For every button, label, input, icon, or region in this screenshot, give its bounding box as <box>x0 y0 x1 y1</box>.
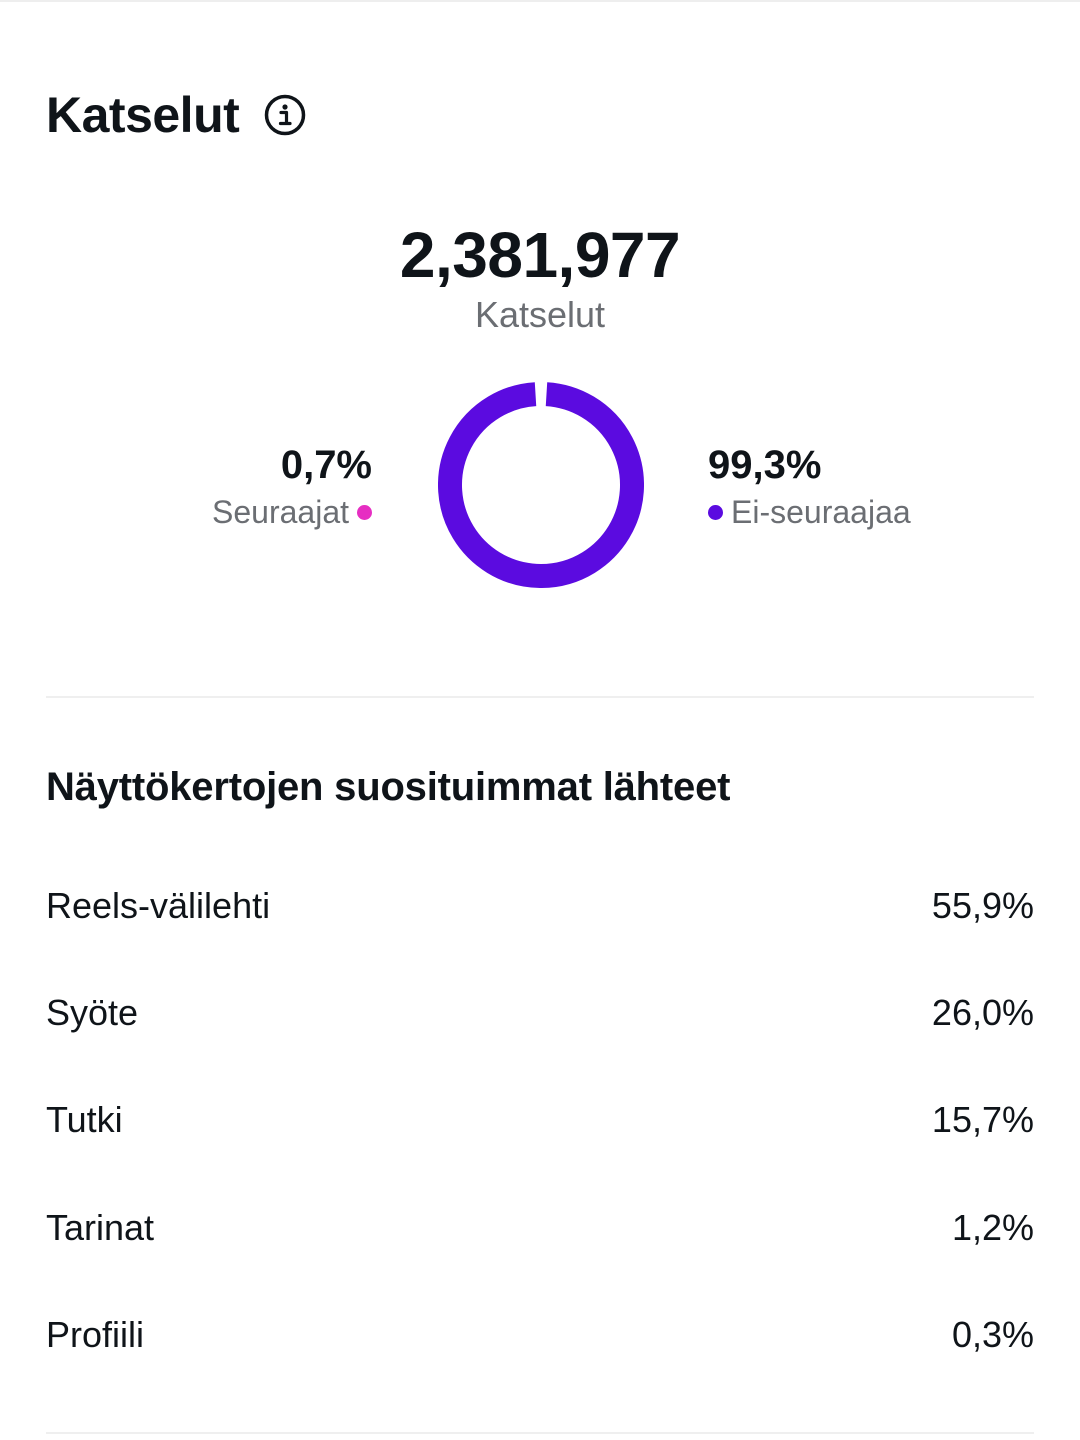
followers-percent: 0,7% <box>280 443 372 487</box>
followers-donut-chart <box>438 382 644 588</box>
top-divider <box>0 0 1080 2</box>
followers-label: Seuraajat <box>212 494 349 530</box>
total-views-value: 2,381,977 <box>399 219 681 291</box>
section-divider <box>46 696 1034 698</box>
source-value: 15,7% <box>931 1099 1034 1140</box>
non-followers-label: Ei-seuraajaa <box>731 494 911 530</box>
non-followers-arc <box>438 382 644 588</box>
total-views-label: Katselut <box>474 294 606 335</box>
source-label: Tarinat <box>46 1207 155 1248</box>
source-value: 55,9% <box>931 885 1034 926</box>
views-header: Katselut <box>46 82 307 148</box>
source-row: Tutki 15,7% <box>46 1090 1034 1150</box>
source-row: Syöte 26,0% <box>46 983 1034 1043</box>
source-label: Reels-välilehti <box>46 885 271 926</box>
source-label: Syöte <box>46 992 139 1033</box>
source-label: Profiili <box>46 1314 145 1355</box>
source-row: Reels-välilehti 55,9% <box>46 876 1034 936</box>
source-row: Profiili 0,3% <box>46 1305 1034 1365</box>
bottom-divider <box>46 1432 1034 1434</box>
source-label: Tutki <box>46 1099 123 1140</box>
source-value: 0,3% <box>951 1314 1034 1355</box>
info-circle-icon[interactable] <box>263 93 307 137</box>
source-row: Tarinat 1,2% <box>46 1198 1034 1258</box>
sources-title: Näyttökertojen suosituimmat lähteet <box>46 765 731 809</box>
source-value: 26,0% <box>931 992 1034 1033</box>
non-followers-legend: 99,3% Ei-seuraajaa <box>708 440 911 534</box>
followers-legend: 0,7% Seuraajat <box>212 440 372 534</box>
source-value: 1,2% <box>951 1207 1034 1248</box>
non-followers-dot-icon <box>708 504 723 520</box>
non-followers-percent: 99,3% <box>708 443 822 487</box>
section-title: Katselut <box>46 87 240 143</box>
followers-dot-icon <box>357 504 372 520</box>
